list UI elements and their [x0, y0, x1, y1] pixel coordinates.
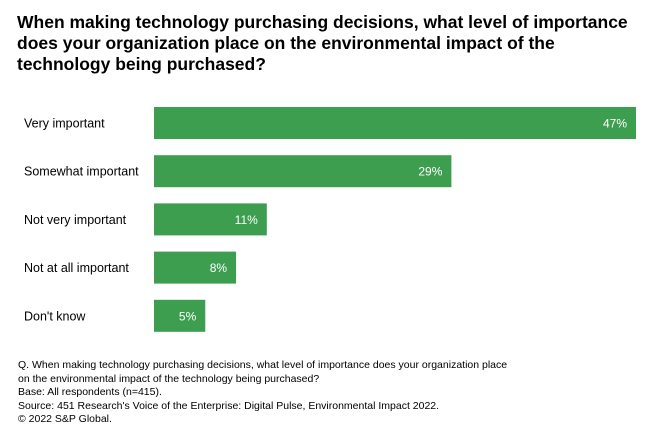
footnotes: Q. When making technology purchasing dec…	[18, 359, 507, 427]
category-label: Not very important	[24, 213, 127, 227]
value-label: 29%	[418, 165, 442, 179]
category-label: Not at all important	[24, 261, 129, 275]
value-label: 11%	[235, 213, 258, 227]
bar-chart: Very important 47% Somewhat important 29% No…	[24, 107, 636, 332]
footnote-question-1: Q. When making technology purchasing dec…	[18, 359, 508, 371]
footnote-base: Base: All respondents (n=415).	[18, 386, 162, 399]
value-label: 8%	[210, 261, 228, 275]
bar	[154, 203, 267, 236]
bar	[154, 155, 452, 188]
bar	[154, 107, 636, 139]
value-label: 47%	[603, 117, 627, 131]
chart-title: When making technology purchasing decisi…	[17, 12, 628, 74]
category-label: Very important	[24, 117, 105, 131]
bar	[154, 299, 206, 332]
category-label: Don't know	[24, 309, 86, 323]
footnote-source: Source: 451 Research's Voice of the Ente…	[18, 399, 440, 412]
footnote-copyright: © 2022 S&P Global.	[18, 413, 112, 426]
footnote-question-2: on the environmental impact of the techn…	[18, 372, 320, 385]
category-label: Somewhat important	[24, 165, 139, 179]
value-label: 5%	[179, 309, 197, 323]
bar	[154, 251, 237, 284]
